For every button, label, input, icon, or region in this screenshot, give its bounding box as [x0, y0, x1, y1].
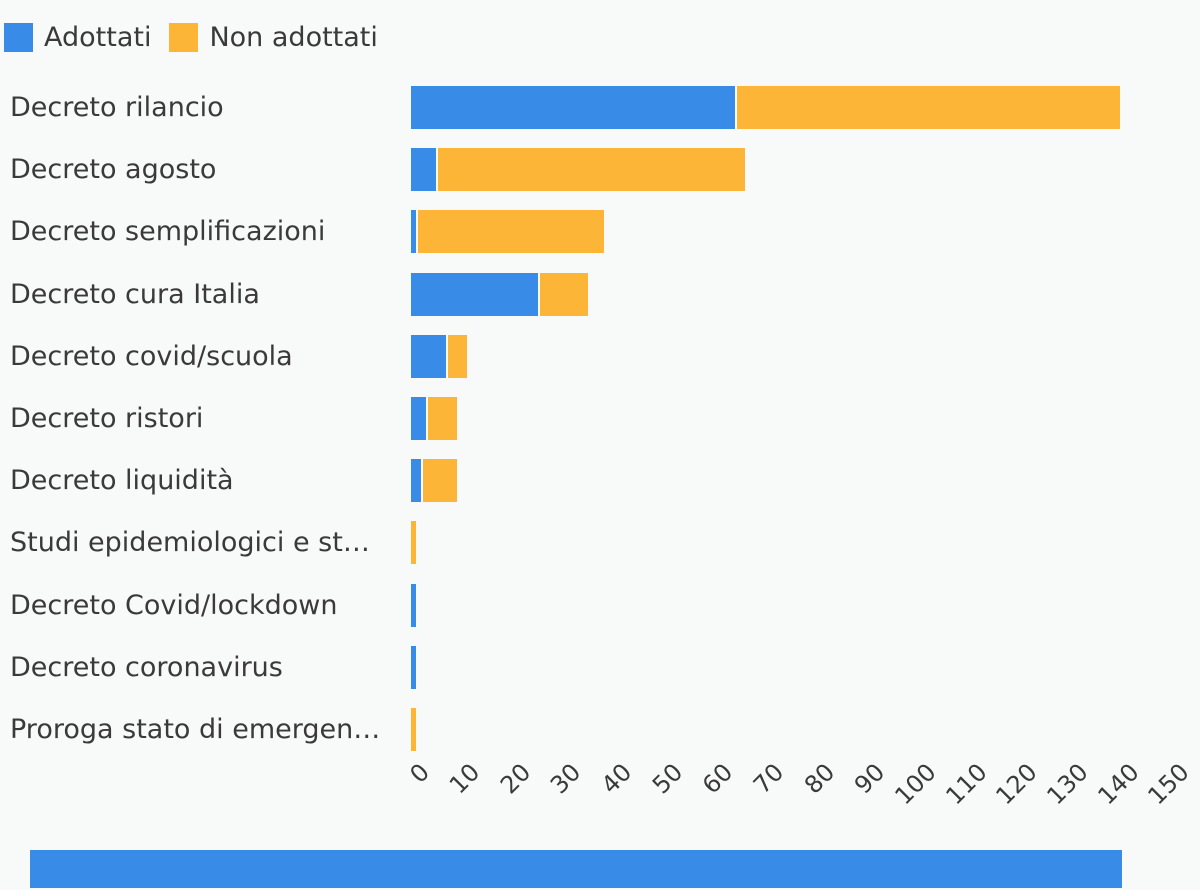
chart-row: Proroga stato di emergen… — [0, 708, 1200, 751]
legend-item-non-adottati[interactable]: Non adottati — [169, 22, 378, 53]
category-label: Decreto semplificazioni — [10, 216, 326, 247]
category-label: Decreto Covid/lockdown — [10, 590, 338, 621]
bar-track — [411, 335, 467, 378]
bar-segment-adottati[interactable] — [411, 397, 427, 440]
bar-segment-adottati[interactable] — [411, 86, 736, 129]
x-tick-label: 40 — [596, 758, 638, 800]
x-tick-label: 70 — [748, 758, 790, 800]
bar-segment-adottati[interactable] — [411, 273, 538, 316]
category-label: Proroga stato di emergen… — [10, 714, 381, 745]
chart-row: Studi epidemiologici e st… — [0, 521, 1200, 564]
x-tick-label: 10 — [444, 758, 486, 800]
bar-segment-adottati[interactable] — [411, 646, 417, 689]
bar-segment-non-adottati[interactable] — [411, 708, 417, 751]
bar-segment-non-adottati[interactable] — [426, 397, 457, 440]
bar-track — [411, 584, 417, 627]
bar-segment-adottati[interactable] — [411, 335, 447, 378]
bottom-blue-strip — [30, 850, 1122, 888]
x-tick-label: 130 — [1041, 758, 1094, 811]
bar-segment-non-adottati[interactable] — [421, 459, 457, 502]
x-tick-label: 110 — [939, 758, 993, 811]
bar-segment-non-adottati[interactable] — [411, 521, 417, 564]
legend-swatch-adottati — [4, 23, 33, 52]
x-tick-label: 90 — [849, 758, 891, 800]
category-label: Decreto agosto — [10, 154, 217, 185]
category-label: Decreto coronavirus — [10, 652, 283, 683]
bar-segment-non-adottati[interactable] — [735, 86, 1121, 129]
legend-label-non-adottati: Non adottati — [209, 22, 378, 53]
bar-segment-non-adottati[interactable] — [416, 210, 604, 253]
x-tick-label: 100 — [889, 758, 942, 811]
x-tick-label: 60 — [697, 758, 739, 800]
legend-item-adottati[interactable]: Adottati — [4, 22, 151, 53]
chart-row: Decreto cura Italia — [0, 273, 1200, 316]
legend-swatch-non-adottati — [169, 23, 199, 52]
category-label: Studi epidemiologici e st… — [10, 527, 370, 558]
bar-track — [411, 273, 589, 316]
x-tick-label: 30 — [545, 758, 587, 800]
bar-segment-non-adottati[interactable] — [446, 335, 467, 378]
chart-row: Decreto liquidità — [0, 459, 1200, 502]
bar-segment-non-adottati[interactable] — [537, 273, 589, 316]
x-tick-label: 20 — [494, 758, 537, 800]
bar-track — [411, 86, 1121, 129]
bar-segment-adottati[interactable] — [411, 459, 422, 502]
bar-track — [411, 148, 746, 191]
bar-track — [411, 459, 457, 502]
chart-row: Decreto semplificazioni — [0, 210, 1200, 253]
bar-track — [411, 521, 417, 564]
legend-label-adottati: Adottati — [44, 22, 152, 53]
chart-row: Decreto rilancio — [0, 86, 1200, 129]
chart-row: Decreto ristori — [0, 397, 1200, 440]
bar-track — [411, 708, 417, 751]
x-tick-label: 140 — [1091, 758, 1145, 811]
bar-track — [411, 646, 417, 689]
bar-segment-adottati[interactable] — [411, 148, 437, 191]
x-tick-label: 50 — [646, 758, 689, 800]
x-tick-label: 80 — [798, 758, 841, 800]
chart-row: Decreto covid/scuola — [0, 335, 1200, 378]
x-axis: 0 10 20 30 40 50 60 70 80 90 100 110 120 130 140 150 — [0, 758, 1200, 848]
x-tick-label: 150 — [1142, 758, 1195, 811]
bar-track — [411, 397, 457, 440]
chart-row: Decreto agosto — [0, 148, 1200, 191]
x-tick-label: 0 — [404, 758, 435, 789]
category-label: Decreto cura Italia — [10, 279, 260, 310]
category-label: Decreto rilancio — [10, 92, 224, 123]
category-label: Decreto liquidità — [10, 465, 234, 496]
bar-track — [411, 210, 604, 253]
bar-segment-non-adottati[interactable] — [436, 148, 746, 191]
legend: Adottati Non adottati — [4, 22, 378, 53]
bar-segment-adottati[interactable] — [411, 584, 417, 627]
x-tick-label: 120 — [990, 758, 1043, 811]
bar-segment-adottati[interactable] — [411, 210, 417, 253]
chart-row: Decreto coronavirus — [0, 646, 1200, 689]
chart-row: Decreto Covid/lockdown — [0, 584, 1200, 627]
category-label: Decreto covid/scuola — [10, 341, 293, 372]
category-label: Decreto ristori — [10, 403, 204, 434]
